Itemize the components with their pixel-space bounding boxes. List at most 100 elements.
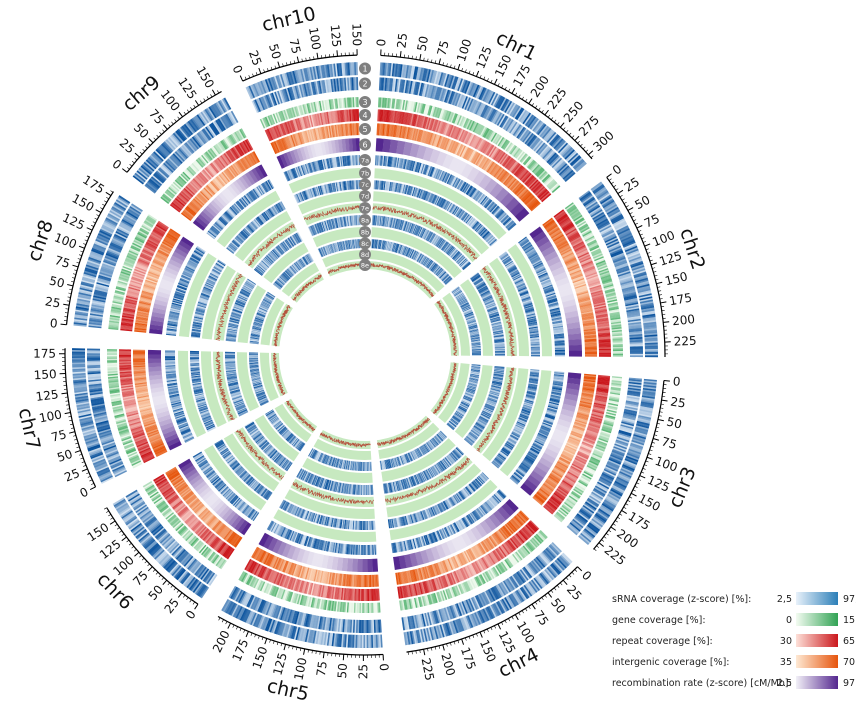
heat-cell: [435, 107, 440, 118]
heat-cell: [462, 147, 470, 159]
heat-cell: [639, 294, 653, 300]
heat-cell: [454, 253, 462, 261]
heat-cell: [460, 79, 467, 93]
heat-cell: [431, 119, 437, 131]
heat-cell: [398, 79, 403, 93]
heat-cell: [644, 352, 658, 355]
heat-cell: [419, 255, 425, 264]
heat-cell: [517, 151, 525, 161]
track-7c-chr1: [373, 180, 498, 247]
heat-cell: [635, 279, 649, 285]
heat-cell: [492, 94, 500, 107]
heat-cell: [444, 110, 449, 121]
heat-cell: [418, 227, 424, 238]
heat-cell: [478, 125, 485, 136]
heat-cell: [610, 213, 623, 222]
heat-cell: [626, 306, 640, 311]
heat-cell: [617, 271, 631, 277]
heat-cell: [629, 349, 643, 352]
heat-cell: [376, 215, 378, 226]
heat-cell: [416, 129, 422, 142]
heat-cell: [460, 146, 468, 158]
heat-cell: [476, 102, 484, 116]
heat-cell: [514, 185, 525, 195]
heat-cell: [504, 219, 513, 228]
heat-cell: [625, 247, 639, 254]
minor-tick: [494, 625, 496, 629]
heat-cell: [486, 129, 493, 140]
heat-cell: [388, 110, 392, 123]
tick-label: 125: [645, 473, 672, 495]
heat-cell: [437, 269, 444, 277]
heat-cell: [424, 131, 430, 144]
heat-cell: [476, 155, 484, 167]
heat-cell: [421, 256, 427, 265]
heat-cell: [398, 111, 403, 124]
heat-cell: [567, 152, 579, 164]
heat-cell: [478, 227, 486, 235]
heat-cell: [411, 250, 416, 259]
heat-cell: [480, 140, 488, 153]
heat-cell: [625, 303, 639, 308]
heat-cell: [382, 240, 385, 250]
minor-tick: [559, 582, 563, 586]
heat-cell: [491, 110, 500, 124]
heat-cell: [638, 293, 652, 298]
heat-cell: [397, 219, 402, 230]
recombination-cell: [375, 138, 384, 152]
heat-cell: [446, 90, 453, 104]
heat-cell: [642, 312, 656, 316]
heat-cell: [592, 184, 605, 194]
heat-cell: [406, 127, 410, 140]
heat-cell: [449, 91, 456, 105]
heat-cell: [495, 209, 503, 218]
major-tick: [636, 225, 643, 229]
heat-cell: [506, 221, 515, 229]
heat-cell: [517, 109, 526, 122]
heat-cell: [460, 95, 467, 109]
heat-cell: [425, 104, 431, 115]
heat-cell: [398, 244, 403, 254]
heat-cell: [627, 320, 642, 324]
heat-cell: [489, 239, 497, 246]
heat-cell: [411, 224, 417, 235]
heat-cell: [463, 183, 470, 193]
heat-cell: [388, 181, 391, 191]
minor-tick: [625, 205, 629, 208]
heat-cell: [454, 114, 460, 125]
heat-cell: [597, 222, 611, 231]
heat-cell: [557, 164, 569, 175]
heat-cell: [455, 77, 462, 91]
heat-cell: [456, 115, 462, 126]
heat-cell: [430, 194, 436, 203]
tick-label: 50: [632, 193, 652, 213]
heat-cell: [434, 236, 441, 246]
heat-cell: [513, 184, 524, 195]
heat-cell: [387, 217, 390, 228]
heat-cell: [504, 157, 514, 169]
major-tick: [617, 189, 624, 194]
heat-cell: [391, 156, 395, 168]
heat-cell: [492, 206, 500, 215]
heat-cell: [619, 277, 633, 283]
tick-label: 25: [564, 582, 585, 603]
heat-cell: [545, 130, 556, 143]
heat-cell: [631, 263, 645, 270]
heat-cell: [509, 161, 519, 173]
heat-cell: [400, 158, 404, 169]
heat-cell: [499, 171, 508, 182]
heat-cell: [458, 115, 464, 126]
heat-cell: [513, 106, 522, 119]
heat-cell: [614, 262, 628, 269]
heat-cell: [453, 251, 461, 260]
track-7b-chr1: [374, 168, 507, 240]
heat-cell: [383, 181, 386, 191]
heat-cell: [445, 124, 452, 136]
heat-cell: [415, 66, 421, 81]
heat-cell: [446, 245, 453, 254]
heat-cell: [412, 101, 417, 112]
heat-cell: [396, 183, 399, 193]
heat-cell: [405, 222, 410, 232]
tick-label: 175: [668, 291, 693, 309]
